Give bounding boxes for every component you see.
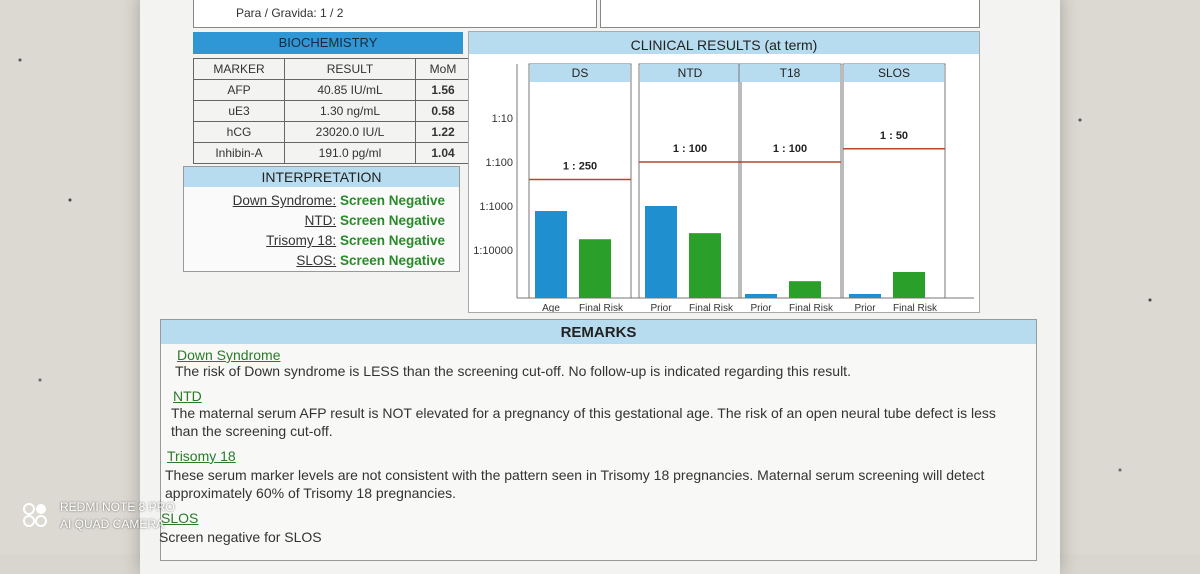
remark-heading-ntd: NTD — [173, 388, 202, 404]
panel-header-t18 — [740, 64, 840, 82]
cutoff-label: 1 : 250 — [563, 161, 597, 173]
watermark-line2: AI QUAD CAMERA — [60, 517, 165, 531]
bar-category-label: Final Risk — [689, 303, 734, 312]
marker-cell: Inhibin-A — [193, 142, 285, 164]
remark-heading-t18: Trisomy 18 — [167, 448, 236, 464]
bar-category-label: Final Risk — [893, 303, 938, 312]
bar-category-label: Prior — [854, 303, 876, 312]
camera-watermark: REDMI NOTE 8 PRO AI QUAD CAMERA — [60, 499, 175, 533]
bar-category-label: Final Risk — [789, 303, 834, 312]
risk-bar — [849, 294, 881, 298]
clinical-results-chart: 1:10 1:100 1:1000 1:10000 DS 1 : 250 Age Final … — [473, 63, 974, 312]
panel-frame-t18 — [738, 63, 842, 299]
mom-cell: 0.58 — [415, 100, 471, 122]
remark-text-t18: These serum marker levels are not consis… — [165, 467, 985, 501]
table-row: hCG 23020.0 IU/L 1.22 — [193, 121, 471, 143]
risk-bar — [745, 294, 777, 298]
bar-category-label: Age — [542, 303, 560, 312]
interpretation-row-ds: Down Syndrome: Screen Negative — [233, 193, 445, 208]
panel-header-slos — [844, 64, 944, 82]
marker-cell: hCG — [193, 121, 285, 143]
result-cell: 1.30 ng/mL — [284, 100, 416, 122]
remark-heading-ds: Down Syndrome — [177, 347, 281, 363]
panel-title: T18 — [780, 66, 801, 80]
mom-cell: 1.22 — [415, 121, 471, 143]
cutoff-label: 1 : 100 — [773, 143, 807, 155]
y-tick-label: 1:1000 — [479, 201, 513, 213]
cutoff-label: 1 : 100 — [673, 143, 707, 155]
interpretation-value: Screen Negative — [339, 253, 445, 268]
result-cell: 191.0 pg/ml — [284, 142, 416, 164]
cutoff-label: 1 : 50 — [880, 130, 908, 142]
para-gravida-value: 1 / 2 — [320, 6, 344, 20]
y-tick-label: 1:10 — [492, 113, 513, 125]
remark-text-ntd: The maternal serum AFP result is NOT ele… — [171, 405, 996, 439]
marker-cell: uE3 — [193, 100, 285, 122]
result-cell: 23020.0 IU/L — [284, 121, 416, 143]
panel-title: SLOS — [878, 66, 910, 80]
para-gravida-label: Para / Gravida: — [236, 6, 317, 20]
y-tick-label: 1:100 — [485, 157, 513, 169]
interpretation-row-t18: Trisomy 18: Screen Negative — [266, 233, 445, 248]
column-header-marker: MARKER — [193, 58, 285, 80]
para-gravida: Para / Gravida: 1 / 2 — [236, 6, 343, 20]
result-cell: 40.85 IU/mL — [284, 79, 416, 101]
panel-header-ds — [530, 64, 630, 82]
patient-info-box — [193, 0, 597, 28]
biochemistry-table: MARKER RESULT MoM AFP 40.85 IU/mL 1.56 u… — [193, 58, 471, 164]
column-header-result: RESULT — [284, 58, 416, 80]
interpretation-label: NTD: — [304, 213, 337, 228]
clinical-results-panel: CLINICAL RESULTS (at term) 1:10 1:100 1:10… — [468, 31, 980, 313]
interpretation-panel: INTERPRETATION Down Syndrome: Screen Neg… — [183, 166, 460, 272]
column-header-mom: MoM — [415, 58, 471, 80]
panel-header-ntd — [640, 64, 740, 82]
interpretation-value: Screen Negative — [339, 233, 445, 248]
risk-bar — [893, 271, 925, 298]
screening-info-box — [600, 0, 980, 28]
bar-category-label: Prior — [650, 303, 672, 312]
y-tick-label: 1:10000 — [473, 245, 513, 257]
interpretation-row-slos: SLOS: Screen Negative — [296, 253, 445, 268]
bar-category-label: Final Risk — [579, 303, 624, 312]
biochemistry-title: BIOCHEMISTRY — [193, 32, 463, 54]
interpretation-label: Down Syndrome: — [232, 193, 337, 208]
mom-cell: 1.04 — [415, 142, 471, 164]
table-row: uE3 1.30 ng/mL 0.58 — [193, 100, 471, 122]
panel-title: DS — [572, 66, 589, 80]
interpretation-row-ntd: NTD: Screen Negative — [305, 213, 445, 228]
remark-text-slos: Screen negative for SLOS — [159, 529, 322, 545]
marker-cell: AFP — [193, 79, 285, 101]
remarks-title: REMARKS — [161, 320, 1036, 344]
interpretation-label: Trisomy 18: — [266, 233, 337, 248]
table-row: AFP 40.85 IU/mL 1.56 — [193, 79, 471, 101]
risk-bar — [689, 233, 721, 298]
risk-bar — [535, 211, 567, 298]
interpretation-label: SLOS: — [296, 253, 337, 268]
remark-text-ds: The risk of Down syndrome is LESS than t… — [175, 363, 851, 379]
panel-title: NTD — [678, 66, 703, 80]
remarks-panel: REMARKS Down Syndrome The risk of Down s… — [159, 319, 1037, 561]
camera-logo-icon — [23, 503, 47, 527]
mom-cell: 1.56 — [415, 79, 471, 101]
risk-bar — [579, 239, 611, 298]
watermark-line1: REDMI NOTE 8 PRO — [60, 500, 175, 514]
bar-category-label: Prior — [750, 303, 772, 312]
interpretation-value: Screen Negative — [339, 213, 445, 228]
table-row: Inhibin-A 191.0 pg/ml 1.04 — [193, 142, 471, 164]
remark-heading-slos: SLOS — [161, 510, 199, 526]
risk-bar — [789, 281, 821, 298]
interpretation-value: Screen Negative — [339, 193, 445, 208]
chart-title: CLINICAL RESULTS (at term) — [469, 32, 979, 54]
interpretation-title: INTERPRETATION — [184, 167, 459, 187]
risk-bar — [645, 206, 677, 298]
panel-frame-slos — [842, 63, 946, 299]
table-header-row: MARKER RESULT MoM — [193, 58, 471, 80]
